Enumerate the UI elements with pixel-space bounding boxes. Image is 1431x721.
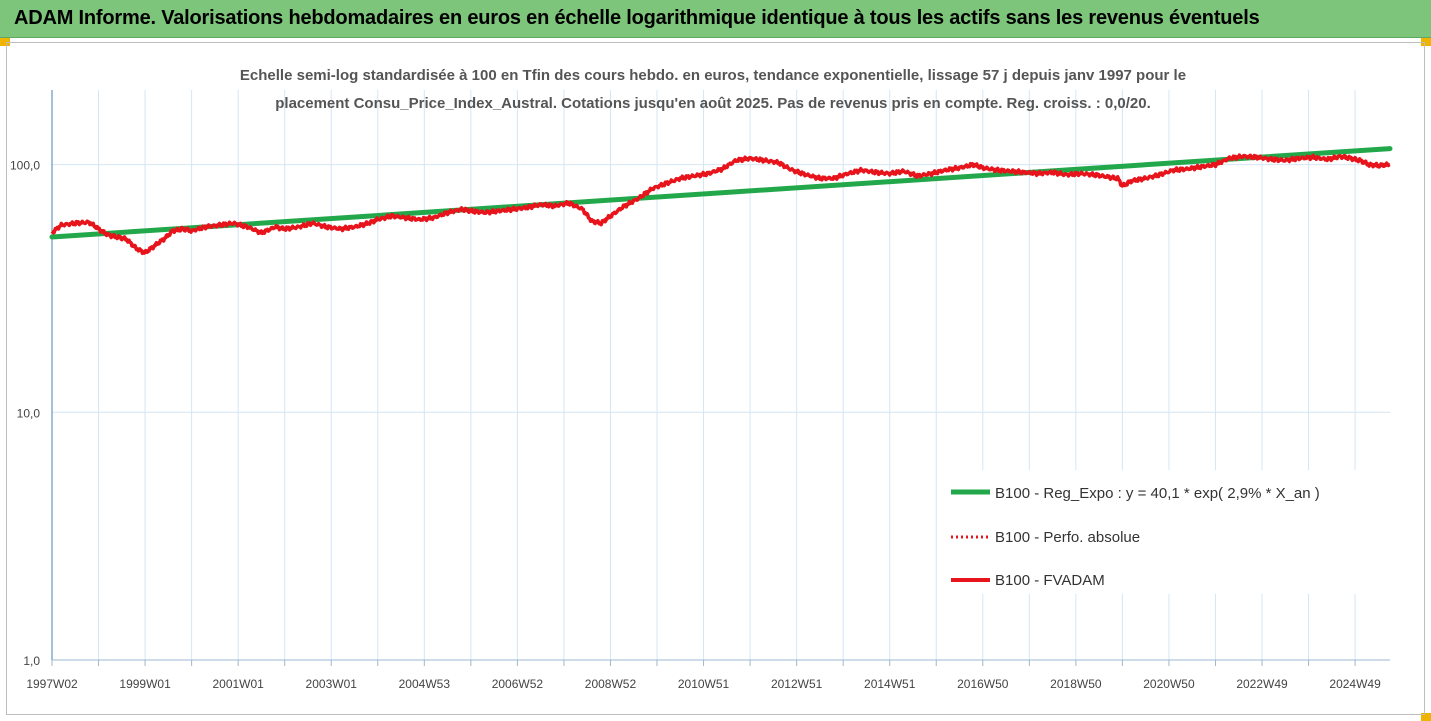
x-tick-label: 2024W49 [1329,677,1381,691]
x-tick-label: 2001W01 [212,677,264,691]
x-tick-label: 1997W02 [26,677,78,691]
chart-title-line-2: placement Consu_Price_Index_Austral. Cot… [275,95,1151,112]
report-banner: ADAM Informe. Valorisations hebdomadaire… [0,0,1431,38]
chart-frame [6,42,1425,715]
series [49,146,1393,256]
x-tick-label: 2006W52 [492,677,544,691]
series-line-fvadam [50,153,1391,256]
x-tick-label: 2018W50 [1050,677,1102,691]
x-tick-label: 2020W50 [1143,677,1195,691]
legend: B100 - Reg_Expo : y = 40,1 * exp( 2,9% *… [945,470,1385,594]
chart-title: Echelle semi-log standardisée à 100 en T… [240,67,1186,112]
legend-label-perfo: B100 - Perfo. absolue [995,529,1140,546]
legend-label-trend: B100 - Reg_Expo : y = 40,1 * exp( 2,9% *… [995,485,1320,502]
x-tick-label: 1999W01 [119,677,171,691]
series-line-reg-expo [49,146,1393,240]
x-tick-label: 2010W51 [678,677,730,691]
report-title: ADAM Informe. Valorisations hebdomadaire… [14,7,1260,29]
x-tick-label: 2012W51 [771,677,823,691]
x-tick-label: 2003W01 [306,677,358,691]
chart-title-line-1: Echelle semi-log standardisée à 100 en T… [240,67,1186,84]
axes: 1,0 10,0 100,0 1997W02 1999W01 2001W01 2003W01… [10,90,1390,691]
legend-background [945,470,1385,594]
x-tick-label: 2016W50 [957,677,1009,691]
x-tick-label: 2014W51 [864,677,916,691]
x-tick-label: 2022W49 [1236,677,1288,691]
legend-label-fvadam: B100 - FVADAM [995,572,1105,589]
x-tick-label: 2008W52 [585,677,637,691]
y-tick-label: 10,0 [17,406,41,420]
corner-marker-right [1421,38,1431,46]
y-tick-label: 100,0 [10,159,40,173]
y-tick-label: 1,0 [23,654,40,668]
x-tick-label: 2004W53 [399,677,451,691]
corner-marker-bottom-right [1421,713,1431,721]
corner-marker-left [0,38,10,46]
